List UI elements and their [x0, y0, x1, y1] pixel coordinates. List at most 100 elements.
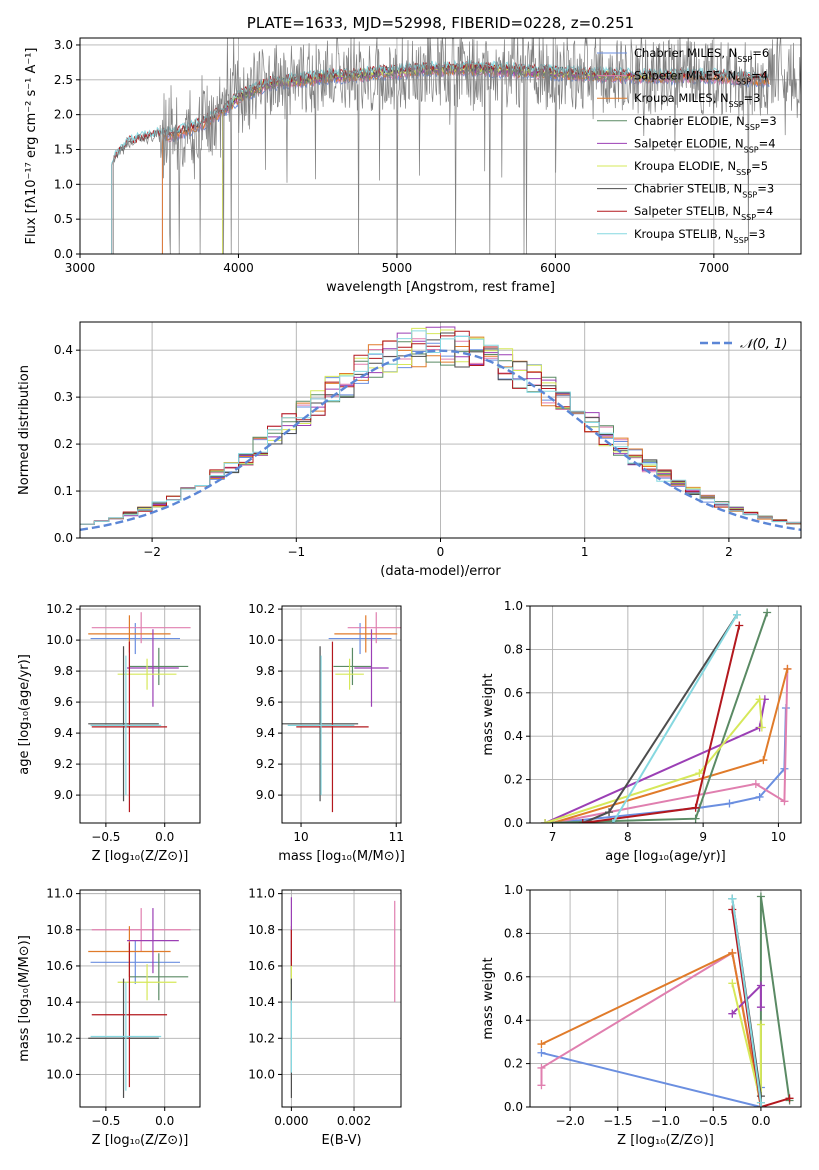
y-tick-label: 11.0	[46, 887, 73, 901]
y-tick-label: 10.0	[46, 1067, 73, 1081]
y-tick-label: 0.5	[54, 212, 73, 226]
y-tick-label: 1.0	[504, 599, 523, 613]
weight-marker	[537, 1063, 546, 1072]
legend-label: Kroupa STELIB, NSSP=3	[634, 227, 765, 245]
y-axis-label: mass weight	[481, 957, 496, 1039]
weight-line	[611, 614, 738, 823]
x-axis-label: age [log₁₀(age/yr)]	[605, 849, 726, 864]
spectrum-axes: 3000 4000 5000 6000 7000 0.0 0.5 1.0 1.5 2.0 2.5 3.…	[24, 14, 802, 295]
weight-line	[544, 699, 766, 823]
x-tick-label: 2	[725, 545, 733, 559]
weight-marker	[728, 948, 737, 957]
x-tick-label: −0.5	[699, 1114, 728, 1128]
x-tick-label: −0.5	[91, 1114, 120, 1128]
weight-marker	[757, 723, 766, 732]
y-tick-label: 9.2	[54, 757, 73, 771]
x-axis-label: wavelength [Angstrom, rest frame]	[326, 280, 555, 295]
x-tick-label: 0.0	[155, 830, 174, 844]
y-tick-label: 9.8	[54, 664, 73, 678]
y-tick-label: 0.3	[54, 390, 73, 404]
weight-marker	[537, 1048, 546, 1057]
y-tick-label: 10.2	[46, 602, 73, 616]
x-tick-label: 3000	[65, 261, 96, 275]
y-tick-label: 10.8	[46, 923, 73, 937]
weight-marker	[541, 819, 550, 823]
legend-suffix: =3	[757, 182, 774, 196]
weight-marker	[725, 799, 734, 808]
y-tick-label: 0.0	[504, 816, 523, 830]
x-tick-label: −2.0	[556, 1114, 585, 1128]
x-tick-label: 9	[699, 830, 707, 844]
x-tick-label: 7	[549, 830, 557, 844]
observed-spectrum-line	[112, 38, 801, 254]
legend-subscript: SSP	[737, 55, 752, 64]
weight-marker	[783, 664, 792, 673]
axes-frame	[79, 889, 201, 1108]
x-tick-label: 0.0	[155, 1114, 174, 1128]
y-tick-label: 0.4	[504, 1013, 523, 1027]
age-mass-plot-area	[282, 612, 401, 813]
model-spectrum-line	[222, 64, 683, 254]
mass-EBV-axes: 0.000 0.002 10.0 10.2 10.4 10.6 10.8 11.0 E(B-V)	[248, 887, 402, 1148]
y-tick-label: 9.0	[54, 788, 73, 802]
mass-EBV-plot-area	[290, 897, 396, 1098]
x-tick-label: 1	[581, 545, 589, 559]
residuals-axes: −2 −1 0 1 2 0.0 0.1 0.2 0.3 0.4 (data-model)/error…	[17, 321, 802, 579]
weight-marker	[691, 803, 700, 812]
weight-age-axes: 7 8 9 10 0.0 0.2 0.4 0.6 0.8 1.0 age [log₁₀(age/yr…	[481, 599, 802, 864]
weight-line	[544, 696, 763, 823]
model-spectrum-line	[222, 63, 683, 254]
legend-label: 𝒩(0, 1)	[740, 337, 787, 352]
legend: 𝒩(0, 1)	[700, 337, 787, 352]
x-axis-label: Z [log₁₀(Z/Z⊙)]	[92, 1133, 189, 1148]
y-tick-label: 9.4	[256, 726, 275, 740]
weight-marker	[756, 1003, 765, 1012]
x-tick-label: −1	[287, 545, 305, 559]
mass-Z-panel: −0.5 0.0 10.0 10.2 10.4 10.6 10.8 11.0 Z [log₁₀(…	[17, 887, 201, 1148]
x-tick-label: 10	[293, 830, 308, 844]
weight-line	[552, 707, 787, 823]
x-tick-label: 0.002	[337, 1114, 371, 1128]
mass-Z-plot-area	[88, 908, 191, 1098]
age-mass-axes: 10 11 9.0 9.2 9.4 9.6 9.8 10.0 10.2 mass [log₁₀(M…	[248, 602, 404, 864]
y-tick-label: 11.0	[248, 887, 275, 901]
weight-marker	[756, 892, 765, 901]
age-Z-panel: −0.5 0.0 9.0 9.2 9.4 9.6 9.8 10.0 10.2 Z [log₁₀(Z…	[17, 602, 201, 864]
weight-marker	[756, 1020, 765, 1029]
weight-marker	[763, 608, 772, 617]
axes-frame	[79, 605, 201, 824]
x-tick-label: 10	[771, 830, 786, 844]
y-tick-label: 10.0	[46, 633, 73, 647]
weight-marker	[691, 814, 700, 823]
y-tick-label: 0.6	[504, 686, 523, 700]
y-tick-label: 9.4	[54, 726, 73, 740]
x-tick-label: 0	[437, 545, 445, 559]
weight-marker	[735, 621, 744, 630]
y-tick-label: 10.2	[248, 1031, 275, 1045]
y-tick-label: 0.8	[504, 642, 523, 656]
x-tick-label: 11	[389, 830, 404, 844]
y-tick-label: 10.6	[248, 959, 275, 973]
x-tick-label: 4000	[223, 261, 254, 275]
x-tick-label: 8	[624, 830, 632, 844]
legend-subscript: SSP	[734, 235, 749, 244]
x-tick-label: −1.0	[651, 1114, 680, 1128]
weight-marker	[728, 1009, 737, 1018]
weight-marker	[755, 792, 764, 801]
weight-line	[541, 951, 762, 1107]
legend-label: Salpeter STELIB, NSSP=4	[634, 204, 773, 222]
y-tick-label: 10.4	[46, 995, 73, 1009]
legend-subscript: SSP	[742, 190, 757, 199]
residuals-plot-area	[80, 326, 801, 531]
y-tick-label: 9.2	[256, 757, 275, 771]
y-tick-label: 0.2	[54, 437, 73, 451]
x-axis-label: Z [log₁₀(Z/Z⊙)]	[92, 849, 189, 864]
legend-label: Salpeter MILES, NSSP=4	[634, 69, 768, 87]
y-tick-label: 0.4	[54, 343, 73, 357]
y-tick-label: 0.8	[504, 926, 523, 940]
weight-marker	[537, 1040, 546, 1049]
y-tick-label: 0.4	[504, 729, 523, 743]
y-tick-label: 2.5	[54, 73, 73, 87]
axes-frame	[281, 889, 402, 1108]
